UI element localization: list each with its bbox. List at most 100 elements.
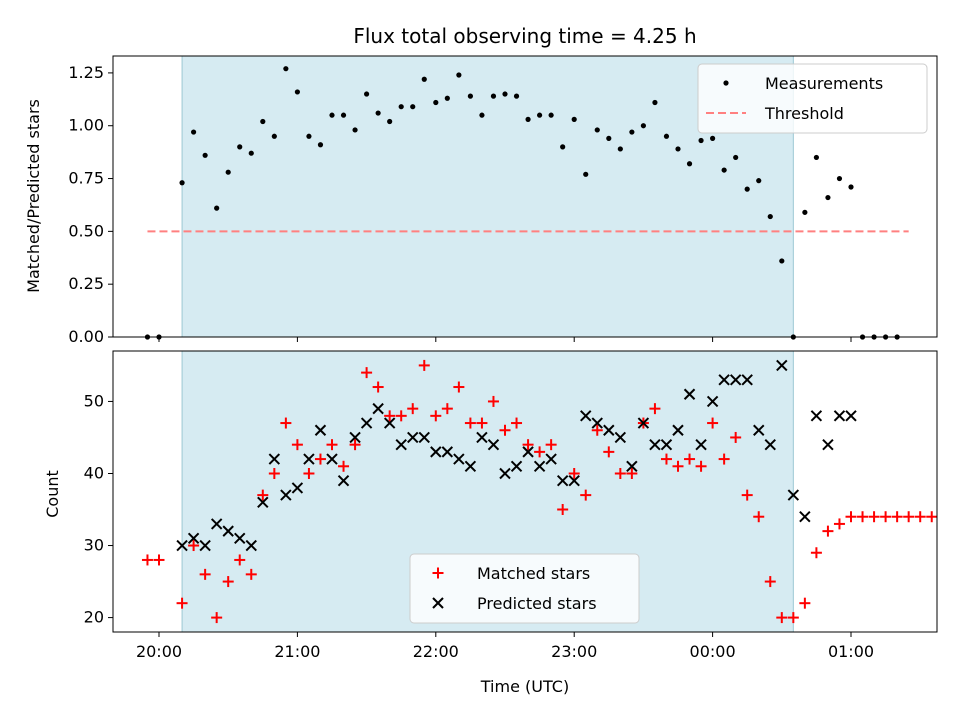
matched-star-point [880,511,892,523]
measurement-point [444,95,450,101]
matched-star-point [591,424,603,436]
marker-stroke [695,438,707,451]
matched-star-point [522,439,534,451]
marker-stroke [187,532,200,545]
matched-star-point [395,410,407,422]
matched-star-point [891,511,903,523]
measurement-point [513,93,520,99]
marker-stroke [291,482,304,494]
measurement-point [825,194,831,201]
measurement-point [594,127,600,133]
predicted-star-point [545,453,557,465]
predicted-star-point [314,424,327,436]
marker-stroke [257,496,269,509]
measurement-point [583,171,589,177]
predicted-star-point [453,453,465,465]
matched-star-point [753,511,765,523]
matched-star-point [914,511,926,523]
matched-star-point [810,547,822,559]
predicted-star-point [706,395,719,408]
matched-star-point [464,417,476,429]
measurement-point [283,66,289,72]
marker-stroke [729,374,742,386]
matched-star-point [314,453,326,465]
matched-star-point [568,467,580,479]
measurement-point [779,258,785,264]
matched-star-point [672,460,684,472]
measurement-point [767,213,773,220]
predicted-star-point [683,388,696,400]
marker-stroke [499,467,511,480]
measurement-point [617,146,623,152]
marker-stroke [764,438,776,451]
measurement-point [675,146,681,152]
matched-star-point [764,576,776,588]
matched-star-point [626,467,638,479]
predicted-star-point [430,446,442,458]
marker-stroke [810,410,823,422]
marker-stroke [556,474,569,487]
predicted-star-point [637,417,650,429]
measurement-point [629,129,635,135]
measurement-point [329,112,335,118]
marker-stroke [280,489,292,501]
predicted-star-point [487,438,500,451]
measurement-point [479,112,485,118]
measurement-point [663,133,670,139]
legend-marker-measurements [723,80,729,86]
matched-star-point [499,424,511,436]
top-y-ticks: 0.00 0.25 0.50 0.75 1.00 1.25 [68,63,113,346]
legend-marker-predicted [432,597,444,609]
matched-star-point [707,417,719,429]
y-tick-label: 1.00 [68,116,104,135]
matched-star-point [741,489,753,501]
measurement-point [560,144,566,150]
measurement-point [214,205,220,211]
x-tick-label: 00:00 [690,642,736,661]
matched-star-point [822,525,834,537]
matched-star-point [603,446,615,458]
matched-star-point [372,381,384,393]
marker-stroke [360,417,373,429]
matched-star-point [614,467,626,479]
marker-stroke [314,424,327,436]
count-points [141,359,938,624]
measurement-point [606,135,612,141]
marker-stroke [222,525,234,537]
measurement-point [260,118,266,125]
matched-star-point [845,511,857,523]
x-tick-label: 23:00 [551,642,597,661]
matched-star-point [660,453,672,465]
matched-star-point [441,403,453,415]
matched-star-point [557,504,569,516]
bottom-x-ticks: 20:00 21:00 22:00 23:00 00:00 01:00 [136,632,874,661]
matched-star-point [776,612,788,624]
measurement-point [710,135,716,141]
x-tick-label: 22:00 [413,642,459,661]
measurement-point [248,150,254,156]
predicted-star-point [591,417,603,429]
measurement-point [294,89,300,95]
measurement-point [271,133,277,139]
measurement-points [144,66,900,340]
measurement-point [756,178,762,184]
matched-star-point [153,554,165,566]
matched-star-point [534,446,546,458]
measurement-point [398,104,404,110]
measurement-point [352,127,358,133]
predicted-star-point [614,431,627,444]
predicted-star-point [441,446,454,458]
marker-stroke [303,453,315,465]
predicted-star-point [418,431,430,444]
predicted-star-point [372,402,384,415]
measurement-point [502,91,508,97]
marker-stroke [234,532,246,545]
legend-label-matched: Matched stars [477,564,590,583]
marker-stroke [741,374,753,386]
marker-stroke [580,410,592,422]
predicted-star-point [326,453,338,465]
marker-stroke [614,431,627,444]
matched-star-point [407,403,419,415]
chart-title: Flux total observing time = 4.25 h [353,24,696,48]
marker-stroke [245,539,257,552]
